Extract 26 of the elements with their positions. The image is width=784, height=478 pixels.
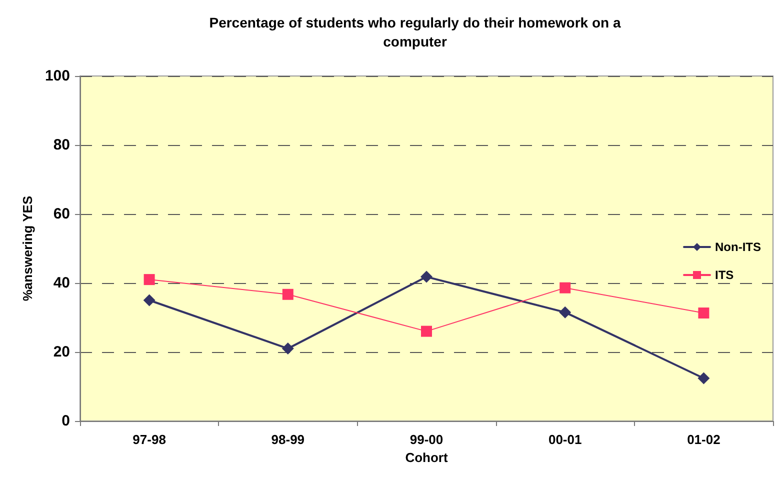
point	[560, 282, 571, 294]
x-tick-label: 99-00	[410, 432, 444, 447]
point	[559, 306, 572, 318]
x-tick-label: 97-98	[132, 432, 166, 447]
point	[420, 270, 432, 283]
y-axis-title: %answering YES	[20, 196, 36, 302]
y-tick-label: 60	[53, 206, 70, 222]
point	[144, 274, 155, 286]
y-tick-label: 40	[53, 274, 70, 292]
point	[698, 372, 710, 384]
x-tick-label: 00-01	[548, 432, 582, 447]
y-tick-label: 0	[62, 412, 70, 430]
y-tick-label: 20	[53, 344, 70, 360]
legend-label: ITS	[715, 268, 734, 282]
x-axis-title: Cohort	[405, 450, 448, 465]
point	[282, 288, 294, 300]
y-tick-label: 100	[44, 68, 70, 84]
legend-label: Non-ITS	[715, 240, 762, 254]
point	[143, 294, 156, 306]
x-tick-label: 01-02	[687, 432, 720, 447]
point	[421, 326, 432, 337]
x-tick-label: 98-99	[271, 432, 305, 447]
point	[698, 308, 710, 319]
y-tick-label: 80	[53, 136, 70, 154]
chart-title: Percentage of students who regularly do their homework on a computer	[209, 14, 621, 50]
point	[282, 342, 294, 355]
